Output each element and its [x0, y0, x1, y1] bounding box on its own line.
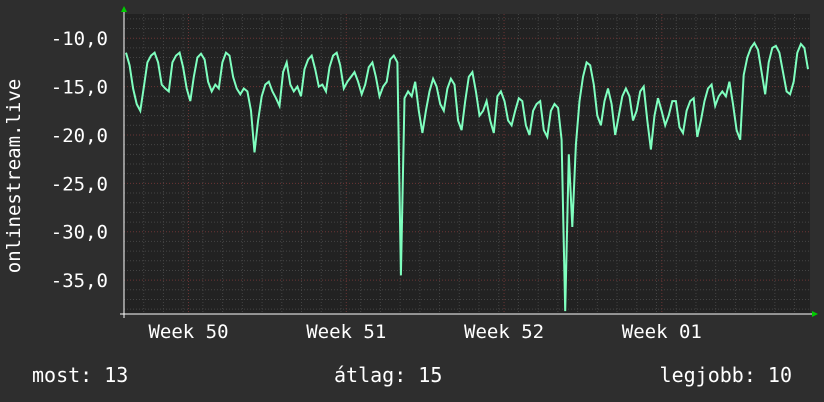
grid	[123, 14, 810, 314]
x-axis-arrow	[812, 311, 818, 317]
stat-best-value: 10	[767, 363, 792, 387]
y-tick-label: -25,0	[51, 173, 108, 195]
line-chart: -10,0-15,0-20,0-25,0-30,0-35,0 Week 50 We…	[3, 6, 818, 343]
stat-average-label: átlag:	[334, 363, 407, 387]
y-tick-label: -20,0	[51, 125, 108, 147]
y-axis-label: onlinestream.live	[3, 79, 25, 273]
stat-best-label: legjobb:	[659, 363, 756, 387]
x-tick-label: Week 52	[464, 321, 544, 343]
stat-current: most: 13	[32, 363, 128, 387]
x-tick-label: Week 01	[622, 321, 702, 343]
stat-best: legjobb: 10	[660, 363, 792, 387]
axes	[120, 6, 818, 318]
x-axis-ticks: Week 50 Week 51 Week 52 Week 01	[148, 321, 701, 343]
y-tick-label: -35,0	[51, 270, 108, 292]
stat-average-value: 15	[418, 363, 443, 387]
y-tick-label: -30,0	[51, 222, 108, 244]
stat-current-value: 13	[104, 363, 129, 387]
stat-average: átlag: 15	[334, 363, 442, 387]
y-tick-label: -10,0	[51, 28, 108, 50]
x-tick-label: Week 50	[148, 321, 228, 343]
series-line	[125, 41, 809, 312]
stat-current-label: most:	[32, 363, 93, 387]
y-axis-ticks: -10,0 -15,0 -20,0 -25,0 -30,0 -35,0	[51, 28, 108, 292]
x-tick-label: Week 51	[306, 321, 386, 343]
y-axis-arrow	[121, 6, 127, 12]
y-tick-label: -15,0	[51, 77, 108, 99]
